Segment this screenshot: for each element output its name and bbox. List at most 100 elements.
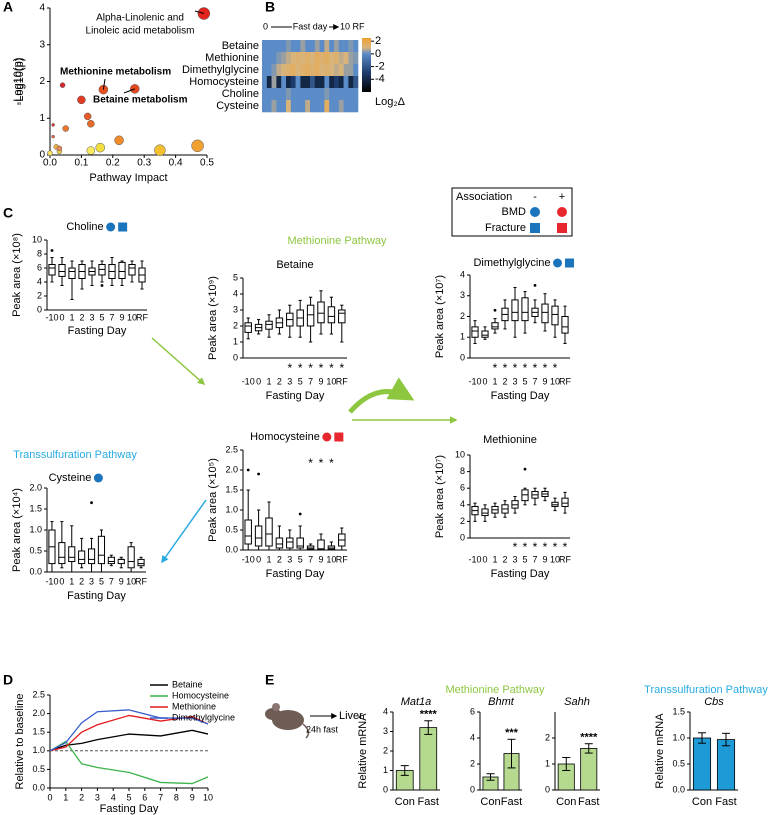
heatmap-cell [319, 100, 325, 113]
x-tick-label: 3 [287, 554, 292, 564]
mouse-icon [265, 703, 338, 739]
heatmap-cell [262, 88, 268, 101]
bar [692, 737, 712, 791]
y-tick-label: 1.0 [672, 732, 685, 742]
box [471, 326, 479, 338]
outlier [533, 283, 537, 287]
y-tick-label: 6 [37, 262, 42, 272]
point [56, 145, 63, 152]
point [191, 139, 204, 153]
x-tick-label: 9 [190, 792, 195, 802]
x-tick-label: 7 [532, 376, 537, 386]
x-tick-label: 3 [95, 792, 100, 802]
heatmap-cell [338, 100, 344, 113]
heatmap-cell [262, 64, 268, 77]
significance: * [553, 361, 558, 375]
box [327, 306, 336, 324]
y-tick-label: 4 [460, 269, 465, 279]
x-tick-label: RF [559, 554, 571, 564]
y-tick-label: 0.0 [672, 784, 685, 794]
colorbar-tick-label: 0 [375, 48, 381, 60]
outlier [257, 472, 260, 476]
y-tick-label: 4 [39, 3, 45, 14]
chart-title: Methionine [483, 434, 537, 446]
x-tick-label: RF [135, 576, 147, 586]
heatmap-cell [329, 88, 335, 101]
heatmap-cell [300, 40, 306, 53]
x-tick-label: 9 [119, 312, 124, 322]
x-axis-label: Fasting Day [100, 803, 159, 815]
heatmap-cell [329, 40, 335, 53]
heatmap-cell [281, 40, 287, 53]
x-tick-label: 5 [298, 376, 303, 386]
x-tick-label: 5 [522, 376, 527, 386]
heatmap-cell [324, 88, 330, 101]
point [154, 144, 166, 156]
x-tick-label: 5 [99, 576, 104, 586]
x-tick-label: 0 [59, 312, 64, 322]
x-tick-label: 10 [326, 376, 336, 386]
legend-box [451, 187, 573, 237]
y-tick-label: 2 [37, 290, 42, 300]
y-tick-label: 0 [460, 532, 465, 542]
x-tick-label: -10 [45, 576, 58, 586]
x-tick-label: Con [480, 796, 500, 808]
significance: * [533, 540, 538, 554]
point [86, 146, 96, 155]
mouse-head [265, 708, 281, 720]
y-tick-label: 6 [460, 483, 465, 493]
annotation-pointer [123, 88, 135, 94]
heatmap-cell [295, 40, 301, 53]
heatmap-cell [314, 100, 320, 113]
schematic-label: 24h fast [306, 724, 339, 734]
heatmap-cell [276, 40, 282, 53]
heatmap-cell [281, 64, 287, 77]
y-tick-label: 0 [37, 304, 42, 314]
colorbar [362, 38, 371, 92]
significance: * [339, 361, 344, 375]
chart-title: Cysteine [49, 472, 92, 484]
chart-title: Homocysteine [250, 431, 320, 443]
heatmap-cell [348, 76, 354, 89]
x-tick-label: 9 [119, 576, 124, 586]
heatmap-cell [305, 76, 311, 89]
outlier [298, 512, 302, 516]
heatmap-cell [338, 76, 344, 89]
y-tick-label: 0.5 [225, 524, 238, 534]
legend-label: Dimethylglycine [172, 712, 235, 722]
x-tick-label: 7 [109, 312, 114, 322]
point [77, 95, 86, 105]
y-tick-label: 1 [39, 113, 45, 124]
legend-label: Methionine [172, 701, 216, 711]
pathway-label: Transsulfuration Pathway [644, 684, 768, 696]
pathway-label: Methionine Pathway [287, 235, 387, 247]
y-tick-label: 0.5 [32, 764, 45, 774]
x-tick-label: 0.0 [43, 158, 57, 169]
panel-letter: C [3, 205, 13, 221]
heatmap-cell [310, 52, 316, 65]
y-tick-label: 8 [460, 466, 465, 476]
box [68, 546, 76, 562]
x-tick-label: 5 [298, 554, 303, 564]
box [127, 546, 135, 569]
y-tick-label: 2.0 [32, 708, 45, 718]
box [551, 305, 559, 326]
heatmap-cell [286, 88, 292, 101]
arrow [151, 337, 206, 385]
significance: * [319, 456, 324, 470]
y-tick-label: 4 [460, 499, 465, 509]
heatmap-cell [290, 64, 296, 77]
y-tick-label: 0.0 [32, 782, 45, 792]
x-tick-label: 1 [63, 792, 68, 802]
x-tick-label: 0.3 [137, 158, 151, 169]
bar [419, 727, 438, 791]
y-tick-label: 1 [233, 336, 238, 346]
heatmap-cell [266, 64, 272, 77]
legend-label: Homocysteine [172, 690, 229, 700]
point [59, 82, 66, 88]
y-tick-label: 0.0 [29, 566, 42, 576]
x-tick-label: 1 [266, 376, 271, 386]
x-tick-label: 2 [277, 376, 282, 386]
colorbar-tick-label: 2 [375, 35, 381, 47]
significance: *** [505, 727, 519, 739]
